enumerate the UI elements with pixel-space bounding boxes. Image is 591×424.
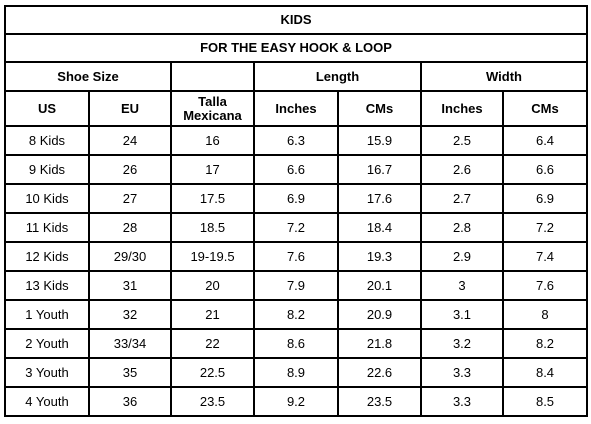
cell-eu: 24	[88, 125, 172, 156]
cell-width-inches: 2.6	[420, 154, 504, 185]
cell-us: 13 Kids	[4, 270, 90, 301]
cell-length-inches: 8.9	[253, 357, 339, 388]
table-row: 2 Youth 33/34 22 8.6 21.8 3.2 8.2	[4, 328, 589, 359]
cell-width-cms: 7.4	[501, 241, 589, 272]
cell-length-cms: 15.9	[337, 125, 422, 156]
cell-talla-mexicana: 20	[170, 270, 255, 301]
cell-talla-mexicana: 22.5	[170, 357, 255, 388]
cell-length-inches: 7.6	[253, 241, 339, 272]
cell-eu: 35	[88, 357, 172, 388]
column-header-talla-mexicana: Talla Mexicana	[170, 90, 255, 127]
subtitle-row: FOR THE EASY HOOK & LOOP	[3, 33, 589, 63]
cell-length-cms: 16.7	[337, 154, 422, 185]
group-header-length: Length	[253, 61, 422, 92]
table-row: 8 Kids 24 16 6.3 15.9 2.5 6.4	[4, 125, 589, 156]
cell-width-inches: 2.7	[420, 183, 504, 214]
cell-width-cms: 6.4	[501, 125, 589, 156]
cell-width-inches: 2.8	[420, 212, 504, 243]
size-chart-body: KIDS FOR THE EASY HOOK & LOOP Shoe Size …	[3, 5, 589, 417]
cell-length-inches: 8.6	[253, 328, 339, 359]
cell-length-cms: 21.8	[337, 328, 422, 359]
cell-width-inches: 3.3	[420, 357, 504, 388]
cell-length-cms: 23.5	[337, 386, 422, 417]
cell-eu: 28	[88, 212, 172, 243]
table-row: 4 Youth 36 23.5 9.2 23.5 3.3 8.5	[4, 386, 589, 417]
column-header-width-inches: Inches	[420, 90, 504, 127]
cell-length-cms: 19.3	[337, 241, 422, 272]
group-header-row: Shoe Size Length Width	[4, 61, 589, 92]
cell-talla-mexicana: 23.5	[170, 386, 255, 417]
cell-width-inches: 3.3	[420, 386, 504, 417]
group-header-shoe-size: Shoe Size	[4, 61, 172, 92]
column-header-length-inches: Inches	[253, 90, 339, 127]
table-row: 12 Kids 29/30 19-19.5 7.6 19.3 2.9 7.4	[4, 241, 589, 272]
cell-eu: 31	[88, 270, 172, 301]
cell-width-cms: 8.5	[501, 386, 589, 417]
group-header-empty	[170, 61, 255, 92]
cell-eu: 26	[88, 154, 172, 185]
cell-us: 11 Kids	[4, 212, 90, 243]
column-header-row: US EU Talla Mexicana Inches CMs Inches C…	[4, 90, 589, 127]
cell-width-cms: 6.6	[501, 154, 589, 185]
cell-length-inches: 6.3	[253, 125, 339, 156]
cell-us: 12 Kids	[4, 241, 90, 272]
cell-eu: 33/34	[88, 328, 172, 359]
title-row: KIDS	[3, 5, 589, 35]
column-header-us: US	[4, 90, 90, 127]
cell-talla-mexicana: 17.5	[170, 183, 255, 214]
cell-length-cms: 20.9	[337, 299, 422, 330]
chart-subtitle: FOR THE EASY HOOK & LOOP	[3, 33, 589, 63]
cell-length-inches: 7.2	[253, 212, 339, 243]
cell-talla-mexicana: 16	[170, 125, 255, 156]
cell-width-cms: 6.9	[501, 183, 589, 214]
cell-us: 10 Kids	[4, 183, 90, 214]
cell-us: 4 Youth	[4, 386, 90, 417]
cell-width-inches: 2.9	[420, 241, 504, 272]
table-row: 13 Kids 31 20 7.9 20.1 3 7.6	[4, 270, 589, 301]
cell-width-cms: 7.6	[501, 270, 589, 301]
cell-length-inches: 6.6	[253, 154, 339, 185]
cell-us: 3 Youth	[4, 357, 90, 388]
table-row: 10 Kids 27 17.5 6.9 17.6 2.7 6.9	[4, 183, 589, 214]
cell-length-inches: 6.9	[253, 183, 339, 214]
cell-width-inches: 3.1	[420, 299, 504, 330]
table-row: 9 Kids 26 17 6.6 16.7 2.6 6.6	[4, 154, 589, 185]
cell-talla-mexicana: 19-19.5	[170, 241, 255, 272]
cell-width-cms: 8	[501, 299, 589, 330]
cell-talla-mexicana: 21	[170, 299, 255, 330]
group-header-width: Width	[419, 61, 589, 92]
cell-length-cms: 22.6	[337, 357, 422, 388]
cell-us: 9 Kids	[4, 154, 90, 185]
cell-talla-mexicana: 18.5	[170, 212, 255, 243]
cell-us: 8 Kids	[4, 125, 90, 156]
chart-title: KIDS	[3, 5, 589, 35]
table-row: 1 Youth 32 21 8.2 20.9 3.1 8	[4, 299, 589, 330]
cell-width-inches: 2.5	[420, 125, 504, 156]
cell-length-inches: 7.9	[253, 270, 339, 301]
cell-width-cms: 7.2	[501, 212, 589, 243]
cell-length-cms: 18.4	[337, 212, 422, 243]
cell-talla-mexicana: 22	[170, 328, 255, 359]
column-header-length-cms: CMs	[337, 90, 422, 127]
cell-eu: 27	[88, 183, 172, 214]
cell-us: 1 Youth	[4, 299, 90, 330]
table-row: 3 Youth 35 22.5 8.9 22.6 3.3 8.4	[4, 357, 589, 388]
table-row: 11 Kids 28 18.5 7.2 18.4 2.8 7.2	[4, 212, 589, 243]
column-header-width-cms: CMs	[501, 90, 589, 127]
cell-width-inches: 3.2	[420, 328, 504, 359]
cell-eu: 29/30	[88, 241, 172, 272]
cell-talla-mexicana: 17	[170, 154, 255, 185]
cell-length-inches: 9.2	[253, 386, 339, 417]
cell-length-inches: 8.2	[253, 299, 339, 330]
cell-us: 2 Youth	[4, 328, 90, 359]
cell-width-cms: 8.2	[501, 328, 589, 359]
cell-length-cms: 20.1	[337, 270, 422, 301]
cell-length-cms: 17.6	[337, 183, 422, 214]
column-header-eu: EU	[88, 90, 172, 127]
cell-eu: 32	[88, 299, 172, 330]
size-chart-table: KIDS FOR THE EASY HOOK & LOOP Shoe Size …	[3, 5, 589, 417]
cell-width-inches: 3	[420, 270, 504, 301]
cell-width-cms: 8.4	[501, 357, 589, 388]
cell-eu: 36	[88, 386, 172, 417]
